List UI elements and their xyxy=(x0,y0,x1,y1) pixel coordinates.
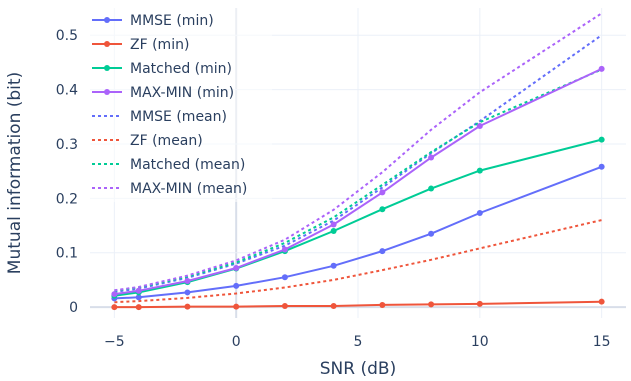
legend-label: MMSE (mean) xyxy=(130,109,227,125)
data-point xyxy=(476,300,483,307)
data-point xyxy=(428,301,435,308)
series-line xyxy=(114,219,602,304)
data-point xyxy=(598,163,605,170)
y-tick-label: 0 xyxy=(69,300,78,316)
legend-item: MMSE (mean) xyxy=(92,109,227,125)
data-point xyxy=(428,154,435,161)
x-tick-label: 5 xyxy=(354,334,363,350)
x-tick-label: 10 xyxy=(471,334,489,350)
data-point xyxy=(330,303,337,310)
series-line xyxy=(114,67,603,296)
legend-item: MMSE (min) xyxy=(92,13,214,29)
axes: −5 0 5 10 15 0 0.1 0.2 0.3 0.4 0.5 xyxy=(56,28,611,350)
legend-item: Matched (min) xyxy=(92,61,232,77)
legend-item: ZF (mean) xyxy=(92,133,203,149)
legend-marker xyxy=(104,65,110,71)
legend-background xyxy=(86,6,272,202)
series-line xyxy=(114,165,602,300)
series-line xyxy=(114,12,603,292)
y-tick-label: 0.4 xyxy=(56,83,78,99)
x-tick-label: −5 xyxy=(104,334,125,350)
y-tick-label: 0.3 xyxy=(56,137,78,153)
data-point xyxy=(428,185,435,192)
data-point xyxy=(379,189,386,196)
data-point xyxy=(281,303,288,310)
legend-item: ZF (min) xyxy=(92,37,189,53)
data-point xyxy=(598,136,605,143)
data-point xyxy=(330,262,337,269)
data-point xyxy=(379,206,386,213)
y-tick-label: 0.5 xyxy=(56,28,78,44)
legend: MMSE (min) ZF (min) Matched (min) MAX-MIN (… xyxy=(86,6,272,202)
legend-item: Matched (mean) xyxy=(92,157,245,173)
legend-label: MAX-MIN (mean) xyxy=(130,181,247,197)
series-zf-min xyxy=(111,298,605,311)
series-max-min-min xyxy=(111,65,605,298)
data-point xyxy=(184,289,191,296)
series-zf-mean xyxy=(114,219,602,304)
data-point xyxy=(598,65,605,72)
legend-marker xyxy=(104,89,110,95)
data-point xyxy=(233,264,240,271)
legend-label: MMSE (min) xyxy=(130,13,214,29)
data-point xyxy=(184,303,191,310)
legend-item: MAX-MIN (mean) xyxy=(92,181,247,197)
data-point xyxy=(476,123,483,130)
data-point xyxy=(476,167,483,174)
data-point xyxy=(135,294,142,301)
legend-label: MAX-MIN (min) xyxy=(130,85,234,101)
data-point xyxy=(379,248,386,255)
data-point xyxy=(111,304,118,311)
x-axis-title: SNR (dB) xyxy=(320,359,396,379)
y-tick-label: 0.1 xyxy=(56,246,78,262)
legend-label: Matched (min) xyxy=(130,61,232,77)
x-tick-label: 15 xyxy=(593,334,611,350)
data-point xyxy=(233,282,240,289)
series-max-min-mean xyxy=(114,12,603,292)
data-point xyxy=(281,274,288,281)
y-tick-label: 0.2 xyxy=(56,191,78,207)
legend-marker xyxy=(104,17,110,23)
series-line xyxy=(114,300,602,309)
data-point xyxy=(379,301,386,308)
data-point xyxy=(281,246,288,253)
data-point xyxy=(476,210,483,217)
data-point xyxy=(428,230,435,237)
data-point xyxy=(233,303,240,310)
data-point xyxy=(184,278,191,285)
data-point xyxy=(330,227,337,234)
data-point xyxy=(598,298,605,305)
series-line xyxy=(114,138,602,297)
legend-label: ZF (mean) xyxy=(130,133,203,149)
data-point xyxy=(135,304,142,311)
legend-item: MAX-MIN (min) xyxy=(92,85,234,101)
data-point xyxy=(330,221,337,228)
legend-marker xyxy=(104,41,110,47)
y-axis-title: Mutual information (bit) xyxy=(5,72,25,274)
data-point xyxy=(135,287,142,294)
x-tick-label: 0 xyxy=(232,334,241,350)
data-point xyxy=(111,291,118,298)
data-series xyxy=(111,12,605,311)
legend-label: Matched (mean) xyxy=(130,157,245,173)
legend-label: ZF (min) xyxy=(130,37,189,53)
series-mmse-min xyxy=(111,163,605,302)
